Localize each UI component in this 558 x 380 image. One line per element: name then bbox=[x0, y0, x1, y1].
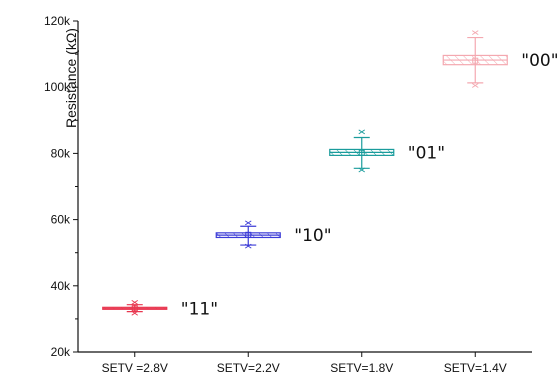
outlier-mark bbox=[358, 167, 365, 173]
outlier-mark bbox=[131, 299, 138, 305]
outlier-mark bbox=[472, 83, 479, 88]
y-axis-title: Resistance (kΩ) bbox=[63, 28, 79, 128]
state-label: "00" bbox=[521, 51, 558, 71]
y-tick-label: 40k bbox=[51, 279, 71, 293]
y-tick-label: 120k bbox=[44, 14, 71, 28]
x-tick-label: SETV =2.8V bbox=[102, 361, 168, 375]
x-tick-label: SETV=1.4V bbox=[444, 361, 507, 375]
mean-marker bbox=[358, 149, 365, 156]
mean-marker bbox=[472, 57, 479, 64]
y-tick-label: 20k bbox=[51, 345, 71, 359]
y-tick-label: 100k bbox=[44, 80, 71, 94]
outlier-mark bbox=[472, 30, 479, 35]
state-label: "10" bbox=[294, 226, 331, 246]
mean-marker bbox=[245, 231, 252, 238]
plot-area: 20k 40k 60k 80k 100k 120k SETV =2.8V SETV=2.2V S… bbox=[44, 14, 558, 375]
outlier-mark bbox=[131, 310, 138, 316]
state-label: "11" bbox=[181, 299, 218, 319]
state-label: "01" bbox=[408, 143, 445, 163]
box-2: "01" bbox=[329, 129, 445, 173]
outlier-mark bbox=[245, 243, 252, 249]
box-1: "10" bbox=[215, 220, 332, 249]
outlier-mark bbox=[245, 220, 252, 226]
outlier-mark bbox=[358, 129, 365, 135]
x-tick-label: SETV=2.2V bbox=[217, 361, 280, 375]
box-3: "00" bbox=[442, 30, 558, 88]
y-tick-label: 80k bbox=[51, 146, 71, 160]
box-0: "11" bbox=[102, 299, 218, 319]
x-tick-label: SETV=1.8V bbox=[330, 361, 393, 375]
y-tick-label: 60k bbox=[51, 213, 71, 227]
mean-marker bbox=[131, 305, 138, 312]
